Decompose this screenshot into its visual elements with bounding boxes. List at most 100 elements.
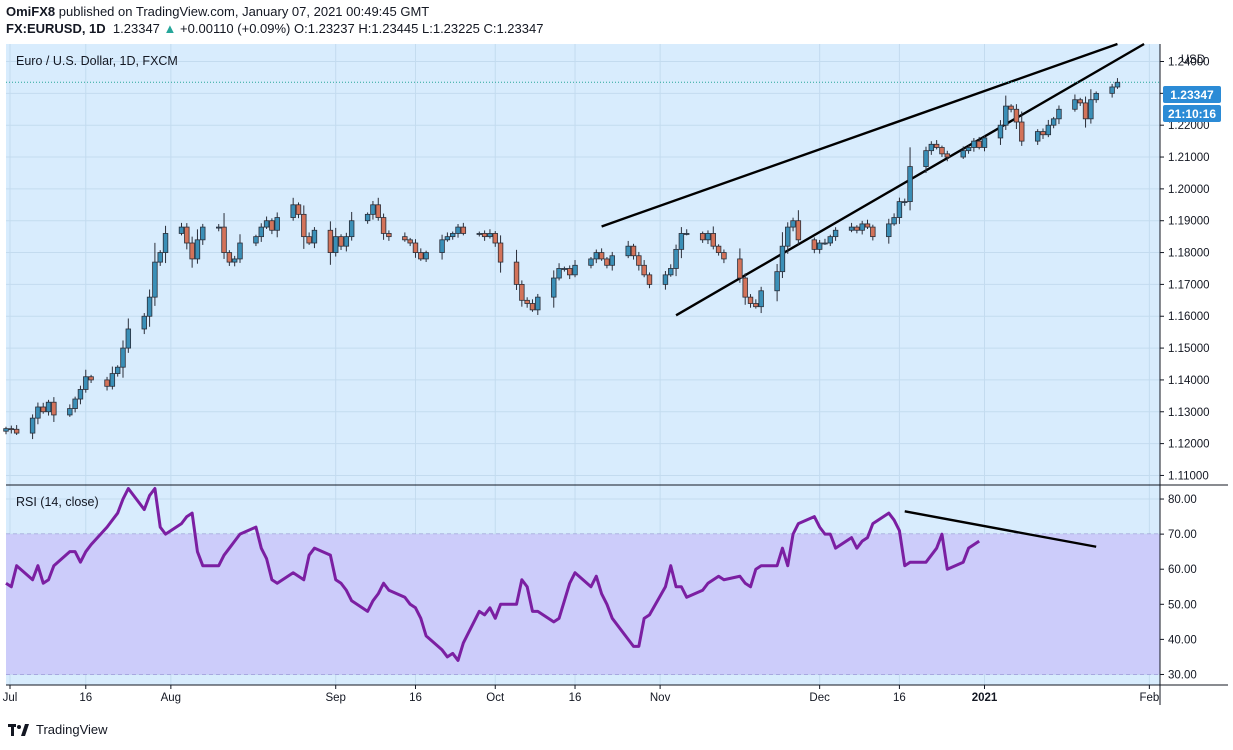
candle (487, 229, 493, 239)
candle (684, 229, 690, 236)
time-axis[interactable]: Jul 16 Aug Sep 16 Oct 16 Nov Dec 16 2021 Feb (3, 685, 1160, 704)
candle-body (301, 213, 307, 238)
candle (1082, 96, 1089, 128)
candle (567, 265, 573, 280)
candle-body (715, 245, 722, 253)
tradingview-logo[interactable]: TradingView (8, 722, 108, 737)
candle (710, 226, 716, 250)
candle-body (891, 217, 897, 225)
candle (194, 229, 201, 264)
candle-body (338, 236, 344, 247)
candle-body (1077, 99, 1083, 104)
candle (1013, 104, 1020, 130)
candle-body (1056, 108, 1062, 120)
candle (1109, 83, 1115, 98)
candle-body (1072, 99, 1078, 110)
candle (45, 399, 52, 416)
candle-body (1088, 99, 1094, 120)
candle (157, 250, 163, 266)
low-value: 1.23225 (432, 21, 480, 36)
candle-body (476, 233, 482, 235)
candle-body (684, 233, 690, 235)
rsi-axis[interactable]: 80.00 70.00 60.00 50.00 40.00 30.00 (1160, 494, 1197, 681)
symbol-label[interactable]: FX:EURUSD, 1D (6, 21, 106, 36)
candle-body (221, 226, 227, 253)
rsi-tick-label: 80.00 (1168, 494, 1197, 506)
candle (758, 286, 764, 314)
candle-body (588, 258, 594, 266)
candle (460, 222, 467, 236)
rsi-legend[interactable]: RSI (14, close) (16, 495, 99, 509)
candle (226, 250, 233, 266)
candle (524, 297, 530, 308)
candle (513, 249, 520, 290)
last-price-badge: 1.23347 (1163, 86, 1221, 103)
ohlc-header: FX:EURUSD, 1D 1.23347 ▲ +0.00110 (+0.09%… (6, 21, 543, 36)
candle-body (1114, 81, 1121, 88)
candle (1003, 95, 1009, 130)
candle-body (8, 428, 15, 431)
candle-body (785, 226, 791, 247)
candle-body (859, 223, 865, 231)
change-arrow-icon: ▲ (163, 21, 177, 36)
last-value: 1.23347 (112, 21, 160, 36)
candle-body (742, 277, 748, 298)
candle (832, 227, 839, 241)
candle (668, 264, 674, 277)
candle-body (976, 140, 982, 148)
candle-body (886, 223, 892, 238)
candle (721, 249, 727, 264)
candle (104, 376, 110, 391)
candle-body (1093, 92, 1099, 101)
candle (699, 231, 706, 243)
tradingview-icon (8, 723, 29, 736)
candle-body (35, 406, 41, 419)
publisher-name[interactable]: OmiFX8 (6, 4, 56, 19)
candle-body (1082, 102, 1089, 120)
candle-body (77, 389, 84, 400)
candle (274, 212, 280, 238)
open-value: 1.23237 (307, 21, 355, 36)
candle-body (551, 277, 557, 298)
candle-body (971, 140, 977, 148)
time-tick-label: 16 (79, 692, 92, 704)
candle-body (189, 242, 195, 260)
candle-body (497, 242, 504, 263)
candle (646, 272, 653, 289)
candle (795, 210, 802, 245)
price-legend[interactable]: Euro / U.S. Dollar, 1D, FXCM (16, 54, 178, 68)
candle (481, 230, 488, 241)
price-pane[interactable] (6, 44, 1160, 485)
candle-body (524, 299, 530, 304)
low-label: L: (422, 21, 433, 36)
price-axis[interactable]: 1.240001.230001.220001.210001.200001.190… (1160, 57, 1210, 483)
candle (907, 147, 913, 211)
candle (13, 425, 20, 436)
price-tick-label: 1.14000 (1168, 375, 1210, 387)
candle-body (13, 428, 20, 434)
price-tick-label: 1.20000 (1168, 184, 1210, 196)
candle (88, 374, 94, 383)
candle (306, 232, 312, 245)
candle-body (939, 147, 945, 155)
candle-body (561, 268, 568, 270)
time-tick-label: Feb (1139, 692, 1159, 704)
candle (72, 396, 78, 413)
candle (439, 234, 445, 260)
candle (8, 425, 15, 434)
candle-body (641, 264, 647, 276)
candle-body (216, 226, 222, 229)
candle (886, 218, 892, 244)
candle (891, 213, 897, 226)
upper-wedge-line (601, 42, 1118, 228)
candle (51, 397, 57, 422)
candle (529, 299, 536, 312)
time-tick-label: Oct (486, 692, 505, 704)
candle (1072, 94, 1078, 112)
candle (338, 234, 344, 251)
time-tick-label: Sep (325, 692, 345, 704)
candle-body (226, 252, 233, 263)
candle (965, 145, 972, 154)
high-label: H: (358, 21, 372, 36)
